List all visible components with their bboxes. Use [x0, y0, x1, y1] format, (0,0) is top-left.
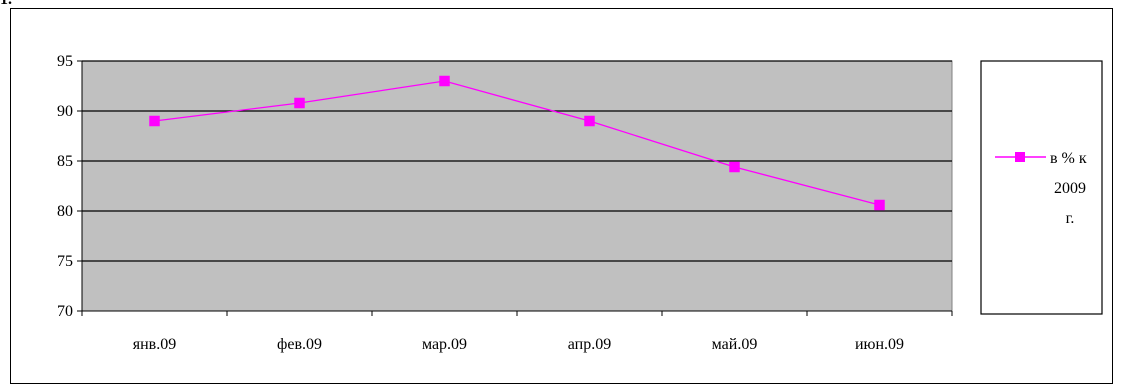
- legend-text-line: г.: [1066, 210, 1075, 227]
- series-layer: [149, 75, 885, 211]
- legend-marker-swatch: [1015, 152, 1025, 162]
- x-tick-label: мар.09: [422, 336, 467, 353]
- y-tick-label: 75: [57, 253, 73, 270]
- data-point: [729, 161, 740, 173]
- y-axis-ticks: 70 75 80 85 90 95: [57, 53, 82, 320]
- legend-box: [980, 60, 1103, 315]
- gridlines: [82, 60, 952, 262]
- x-tick-label: янв.09: [133, 336, 176, 353]
- series-line: [154, 80, 880, 206]
- legend-text-line: в % к: [1050, 150, 1087, 167]
- legend: в % к 2009 г.: [980, 60, 1103, 315]
- legend-text-line: 2009: [1054, 180, 1086, 197]
- data-point: [439, 75, 450, 87]
- legend-label: в % к 2009 г.: [1050, 150, 1087, 227]
- y-tick-label: 90: [57, 103, 73, 120]
- plot-area: [81, 60, 953, 312]
- x-tick-label: апр.09: [568, 336, 611, 353]
- y-tick-label: 85: [57, 153, 73, 170]
- y-tick-label: 80: [57, 203, 73, 220]
- x-tick-label: июн.09: [855, 336, 904, 353]
- x-axis-ticks: янв.09 фев.09 мар.09 апр.09 май.09 июн.09: [81, 311, 953, 353]
- data-point: [294, 97, 305, 109]
- x-tick-label: май.09: [712, 336, 758, 353]
- y-tick-label: 70: [57, 303, 73, 320]
- data-point: [874, 199, 885, 211]
- data-point: [149, 115, 160, 127]
- corner-text: 1.: [0, 0, 12, 9]
- x-tick-label: фев.09: [277, 336, 322, 353]
- data-point: [584, 115, 595, 127]
- y-tick-label: 95: [57, 53, 73, 70]
